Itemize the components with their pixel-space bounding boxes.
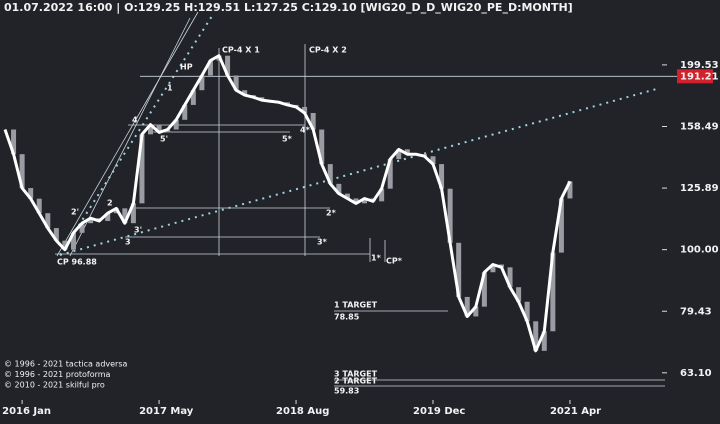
candle <box>396 149 402 160</box>
candle <box>122 208 128 224</box>
marker-label: 191.21 <box>680 71 719 82</box>
annotation: 1* <box>371 254 382 263</box>
candle <box>28 188 34 199</box>
annotation: 5* <box>282 135 293 144</box>
candle <box>11 129 17 155</box>
candle <box>173 119 179 130</box>
copyright: © 1996 - 2021 tactica adversa <box>4 360 128 369</box>
candle <box>481 272 487 307</box>
annotation: HP <box>180 63 193 72</box>
y-tick-label: 63.10 <box>680 368 712 379</box>
candle <box>464 296 470 317</box>
candle <box>362 198 368 204</box>
candle <box>45 213 51 229</box>
candle <box>88 218 94 224</box>
candle <box>70 232 76 250</box>
candle <box>302 106 308 113</box>
candle <box>439 164 445 189</box>
candle <box>473 306 479 317</box>
x-tick-label: 2016 Jan <box>2 406 51 417</box>
candle <box>36 198 42 214</box>
candle <box>225 55 231 76</box>
candle <box>190 90 196 105</box>
candle <box>387 159 393 189</box>
x-tick-label: 2018 Aug <box>276 406 329 417</box>
candle <box>567 181 573 199</box>
annotation: 3* <box>317 238 328 247</box>
candle <box>336 183 342 194</box>
annotation: CP-4 X 2 <box>309 46 347 55</box>
annotation: 3 TARGET <box>334 370 378 379</box>
candle <box>105 213 111 222</box>
candle <box>447 188 453 243</box>
candle <box>182 104 188 120</box>
candle <box>319 129 325 165</box>
candle <box>456 242 462 297</box>
candle <box>207 60 213 76</box>
candle <box>327 164 333 184</box>
candle <box>148 124 154 135</box>
annotation: 2 TARGET <box>334 377 378 386</box>
annotation: CP-4 X 1 <box>222 46 260 55</box>
annotation: 5' <box>160 135 168 144</box>
marker-tag <box>677 69 713 84</box>
candle <box>516 287 522 302</box>
candle <box>199 75 205 91</box>
candle <box>344 193 350 199</box>
candle <box>130 203 136 224</box>
annotation: 3' <box>134 226 142 235</box>
candle <box>19 154 25 189</box>
candle <box>430 156 436 165</box>
annotation: 3 <box>125 238 131 247</box>
x-tick-label: 2021 Apr <box>550 406 601 417</box>
candle <box>404 149 410 155</box>
copyright: © 2010 - 2021 skilful pro <box>4 381 105 390</box>
trend-lines <box>59 15 661 256</box>
candle <box>379 188 385 202</box>
candle <box>242 90 248 96</box>
annotation: 2 <box>107 199 113 208</box>
annotation: 1 <box>167 84 173 93</box>
candle <box>53 228 59 241</box>
annotation: 1 TARGET <box>334 301 378 310</box>
candle <box>558 198 564 253</box>
candle <box>507 267 513 288</box>
annotation: CP* <box>386 257 403 266</box>
x-tick-label: 2017 May <box>139 406 194 417</box>
candle <box>79 223 85 233</box>
candle <box>233 75 239 91</box>
annotation: 4* <box>300 126 311 135</box>
candle <box>310 112 316 130</box>
close-line <box>3 54 572 353</box>
x-tick-label: 2019 Dec <box>413 406 465 417</box>
annotation: 2' <box>71 208 79 217</box>
y-tick-label: 158.49 <box>680 121 719 132</box>
candle <box>541 331 547 351</box>
drawing-lines <box>55 11 665 387</box>
candle <box>139 134 145 204</box>
annotation: 2* <box>326 209 337 218</box>
candle <box>62 240 68 250</box>
annotation: 4 <box>132 116 138 125</box>
annotation: 59.83 <box>334 387 359 396</box>
candle <box>533 321 539 351</box>
y-tick-label: 100.00 <box>680 245 719 256</box>
annotation: CP 96.88 <box>57 258 97 267</box>
annotation: 78.85 <box>334 313 360 322</box>
y-tick-label: 125.89 <box>680 183 719 194</box>
y-tick-label: 199.53 <box>680 60 719 71</box>
candle <box>524 301 530 322</box>
candle <box>490 264 496 273</box>
candle <box>156 124 162 133</box>
candle <box>353 198 359 204</box>
chart-title: 01.07.2022 16:00 | O:129.25 H:129.51 L:1… <box>4 1 573 14</box>
copyright: © 1996 - 2021 protoforma <box>4 370 111 379</box>
y-tick-label: 79.43 <box>680 306 712 317</box>
candle <box>550 252 556 332</box>
